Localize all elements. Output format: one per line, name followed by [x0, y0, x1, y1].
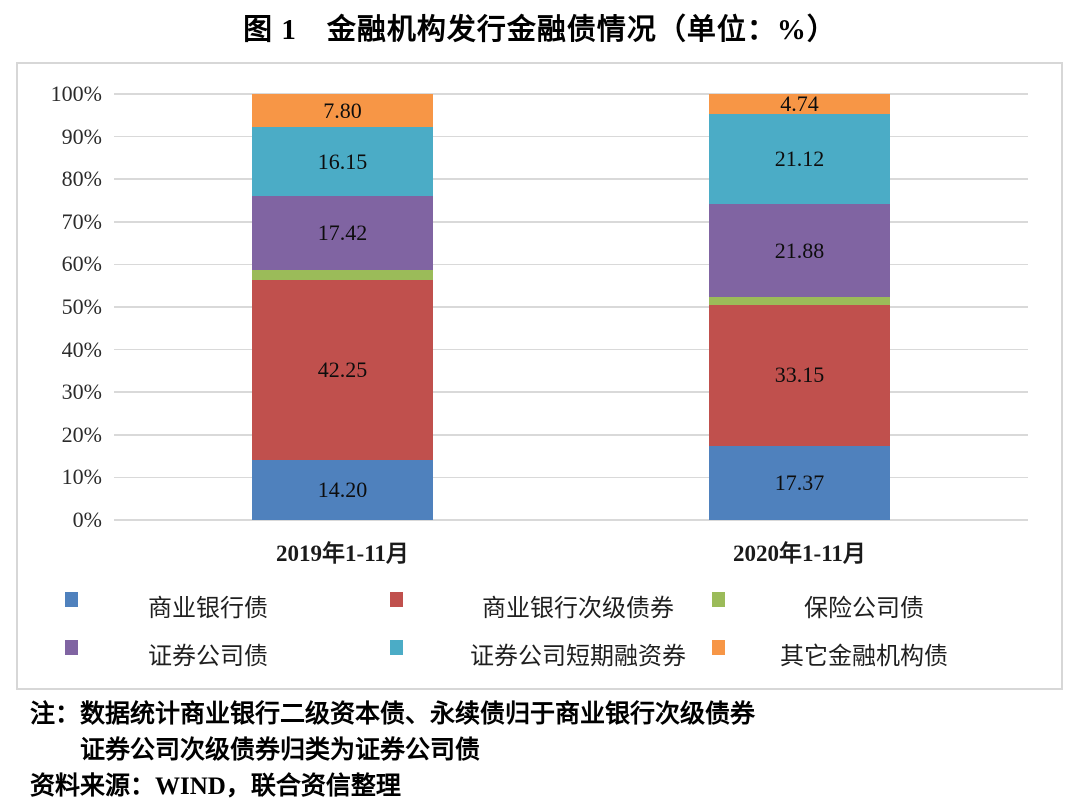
segment-value-label: 7.80	[323, 97, 362, 123]
segment-value-label: 42.25	[317, 356, 368, 382]
bar-segment: 7.80	[252, 94, 433, 128]
x-axis-label: 2019年1-11月	[276, 541, 409, 566]
gridline	[114, 135, 1028, 138]
legend-label: 其它金融机构债	[780, 644, 948, 670]
legend-marker	[65, 640, 78, 655]
segment-value-label: 4.74	[780, 91, 819, 117]
gridline	[114, 391, 1028, 393]
y-tick-label: 10%	[61, 464, 102, 490]
y-tick-label: 50%	[61, 294, 102, 319]
segment-value-label: 21.12	[774, 146, 825, 172]
plot-area: 14.20 42.25 17.42 16.15 7.80 17.37 33.15 21.88 2…	[114, 91, 1028, 521]
segment-value-label: 33.15	[774, 362, 825, 388]
legend-marker	[390, 640, 403, 655]
y-tick-label: 20%	[61, 421, 102, 447]
bar-segment: 21.88	[709, 204, 890, 298]
gridline	[114, 178, 1028, 180]
bar-segment: 21.12	[709, 114, 890, 205]
legend-label: 保险公司债	[804, 596, 924, 622]
legend-label: 证券公司债	[148, 644, 268, 670]
bar-segment	[709, 297, 890, 305]
note-line-2: 证券公司次级债券归类为证券公司债	[80, 737, 481, 764]
bar-segment: 14.20	[252, 459, 433, 520]
legend-row-1: 商业银行债 商业银行次级债券 保险公司债	[18, 588, 1061, 622]
legend-marker	[712, 592, 725, 607]
legend-label: 商业银行次级债券	[482, 596, 674, 622]
stacked-bar-1: 14.20 42.25 17.42 16.15 7.80	[252, 94, 433, 520]
note-source: 资料来源：WIND，联合资信整理	[30, 773, 401, 800]
legend-marker	[712, 640, 725, 655]
y-tick-label: 40%	[61, 336, 102, 362]
y-tick-label: 30%	[61, 379, 102, 405]
segment-value-label: 14.20	[317, 476, 368, 502]
gridline	[114, 93, 1028, 95]
legend-marker	[65, 592, 78, 607]
gridline	[114, 476, 1028, 479]
gridline	[114, 348, 1028, 351]
bar-segment: 4.74	[709, 91, 890, 117]
stacked-bar-2: 17.37 33.15 21.88 21.12 4.74	[709, 91, 890, 520]
chart-title: 图 1 金融机构发行金融债情况（单位：%）	[243, 14, 837, 46]
y-tick-label: 0%	[72, 507, 102, 532]
legend-row-2: 证券公司债 证券公司短期融资券 其它金融机构债	[18, 636, 1061, 670]
y-tick-label: 60%	[61, 251, 102, 277]
y-tick-label: 80%	[61, 166, 102, 192]
y-tick-label: 70%	[61, 208, 102, 234]
bar-segment: 17.42	[252, 196, 433, 271]
segment-value-label: 21.88	[774, 237, 825, 263]
bar-segment: 17.37	[709, 446, 890, 520]
y-axis: 100% 90% 80% 70% 60% 50% 40% 30% 20% 10% 0%	[18, 83, 102, 531]
gridline	[114, 221, 1028, 223]
x-axis-label: 2020年1-11月	[733, 541, 866, 566]
legend-label: 商业银行债	[148, 596, 268, 622]
legend-marker	[390, 592, 403, 607]
gridline	[114, 306, 1028, 308]
gridline	[114, 263, 1028, 266]
gridline	[114, 519, 1028, 521]
chart-frame: 100% 90% 80% 70% 60% 50% 40% 30% 20% 10% 0% 14.20 4…	[16, 62, 1063, 690]
x-axis: 2019年1-11月 2020年1-11月	[114, 534, 1028, 566]
segment-value-label: 17.42	[317, 220, 368, 246]
note-line-1: 注：数据统计商业银行二级资本债、永续债归于商业银行次级债券	[30, 701, 756, 728]
segment-value-label: 17.37	[774, 470, 825, 495]
legend-label: 证券公司短期融资券	[470, 644, 686, 670]
y-tick-label: 100%	[50, 81, 102, 106]
bar-segment	[252, 270, 433, 280]
bar-segment: 42.25	[252, 279, 433, 460]
bar-segment: 16.15	[252, 127, 433, 197]
y-tick-label: 90%	[61, 123, 102, 149]
gridline	[114, 434, 1028, 436]
bar-segment: 33.15	[709, 304, 890, 447]
segment-value-label: 16.15	[317, 148, 368, 174]
